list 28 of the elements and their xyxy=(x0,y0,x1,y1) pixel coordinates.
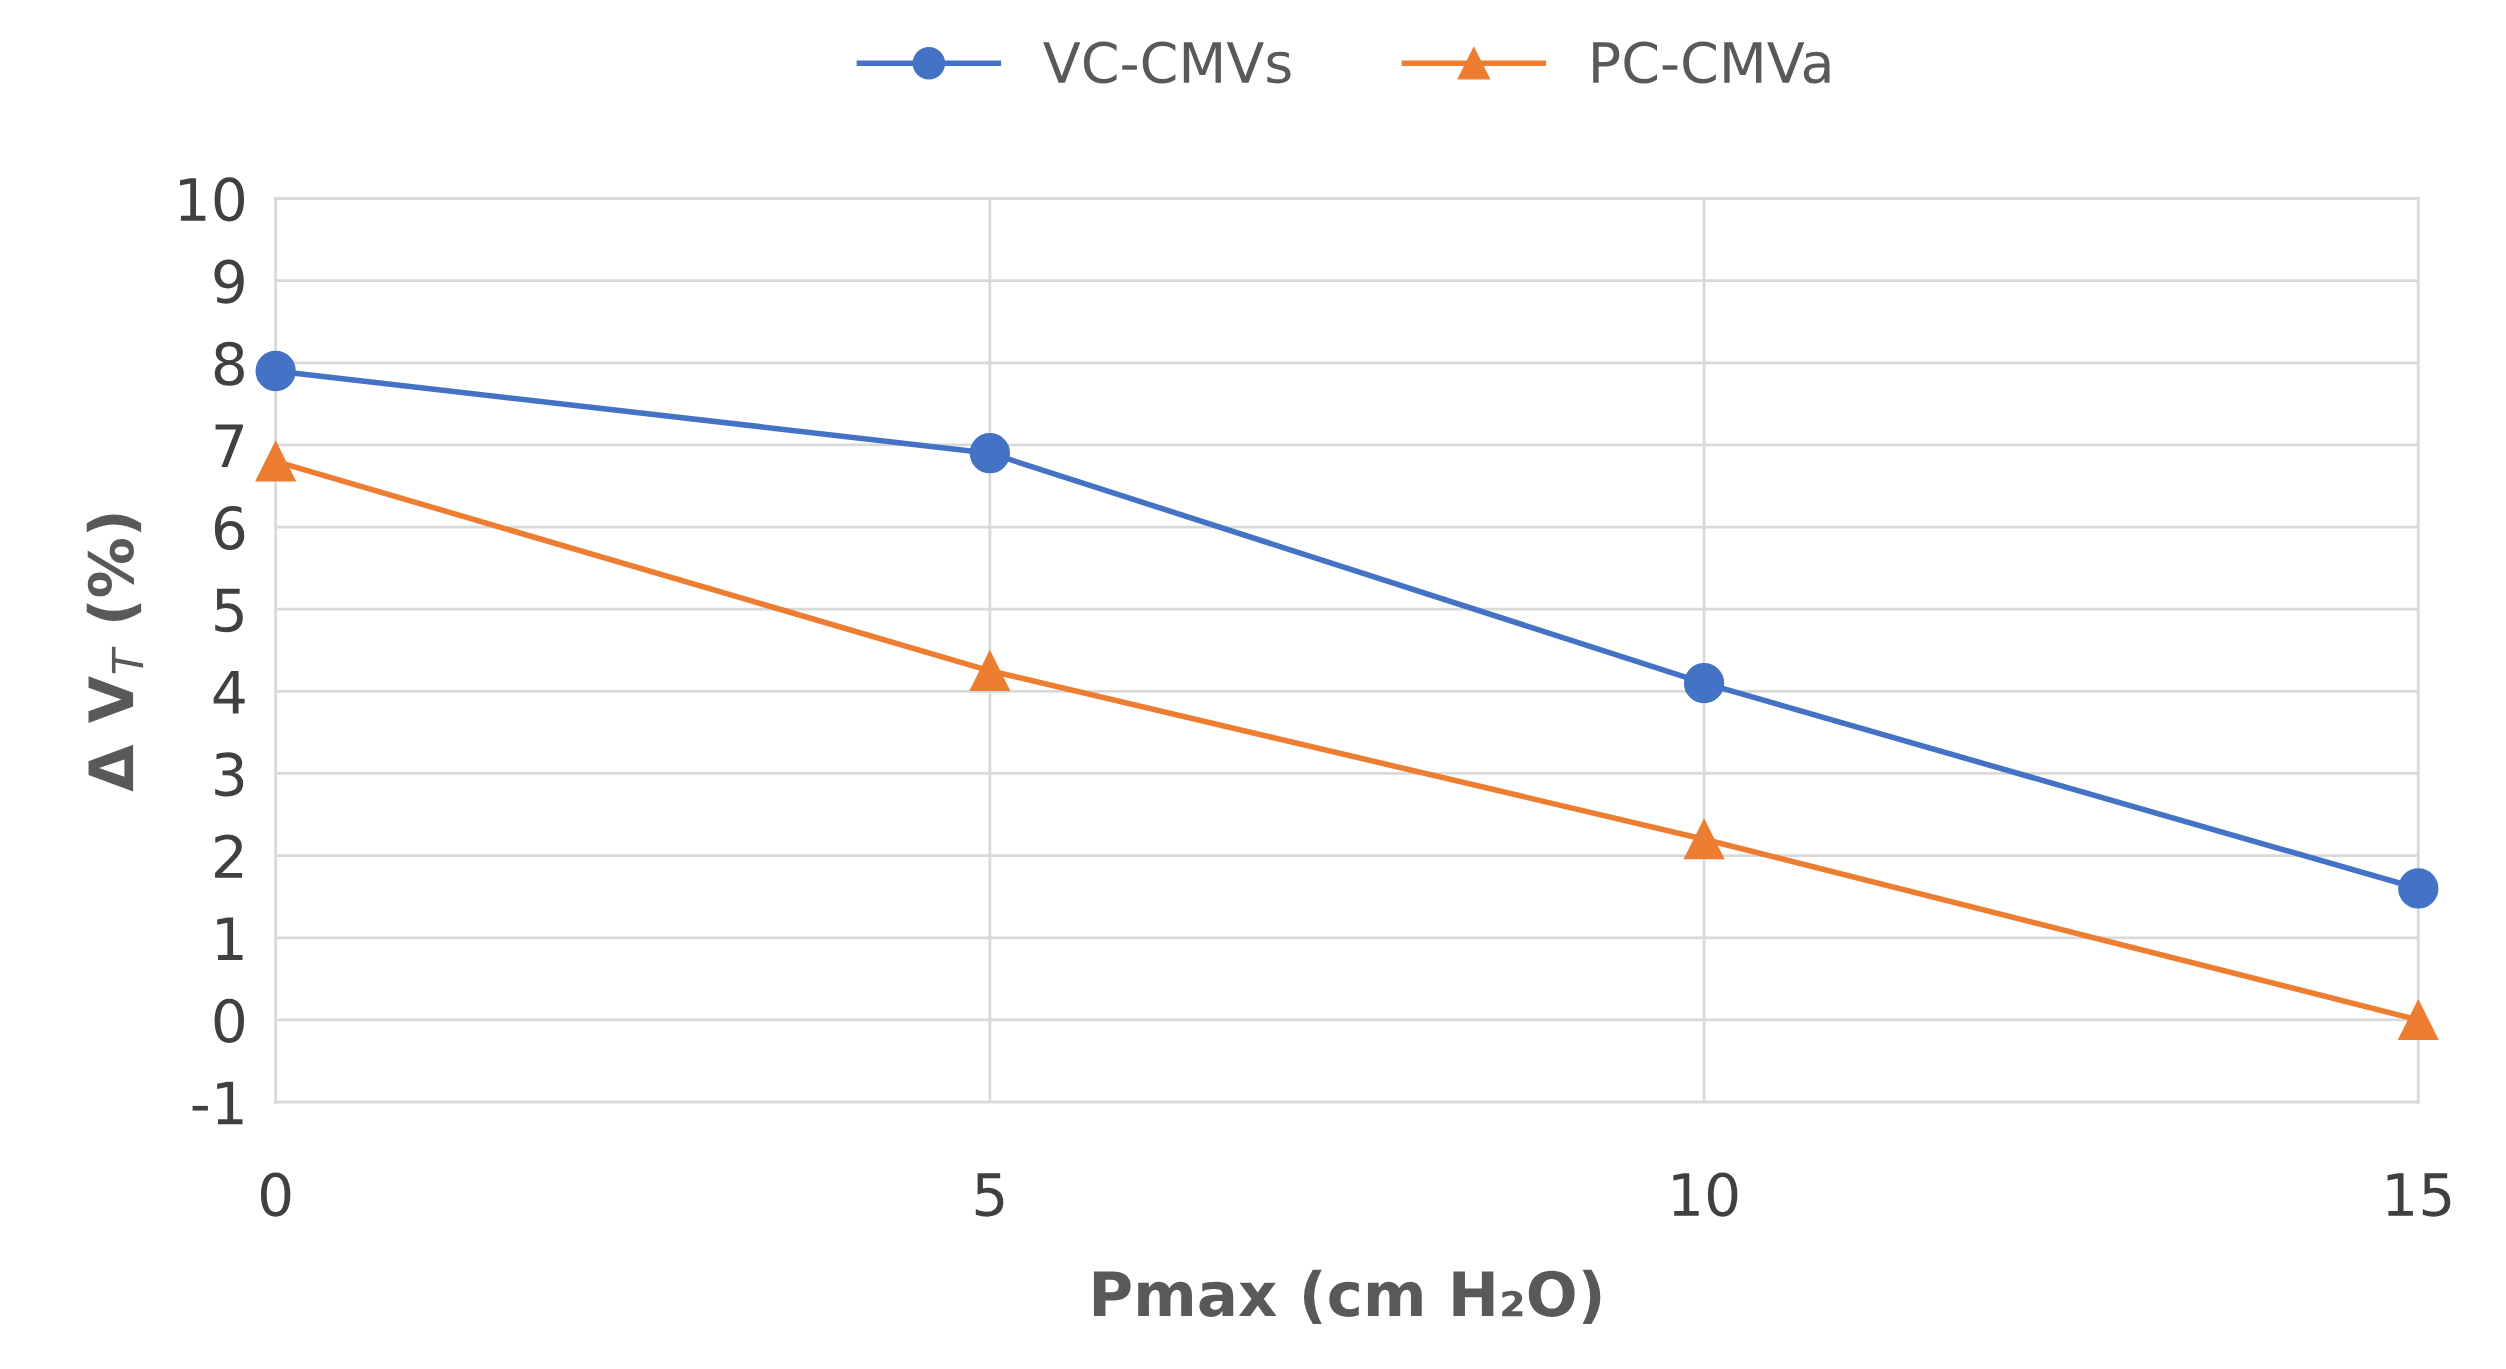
y-tick-label: 6 xyxy=(214,505,245,551)
y-tick-label: 2 xyxy=(215,834,243,878)
y-tick-label: 7 xyxy=(215,424,243,468)
point xyxy=(255,441,296,482)
y-tick-label: 0 xyxy=(214,998,245,1043)
y-tick-label: 4 xyxy=(213,670,245,714)
point xyxy=(969,650,1011,691)
y-tick-label: -1 xyxy=(192,1081,243,1125)
x-tick-label: 15 xyxy=(2387,1173,2451,1217)
y-tick-label: 9 xyxy=(214,259,244,304)
point xyxy=(2398,868,2439,909)
y-tick-label: 8 xyxy=(214,341,244,386)
legend-label: VC-CMVs xyxy=(1043,41,1291,84)
x-tick-label: 10 xyxy=(1673,1172,1738,1217)
y-tick-label: 10 xyxy=(180,177,245,222)
legend-label: PC-CMVa xyxy=(1593,41,1830,84)
point xyxy=(2398,999,2439,1041)
x-axis-title: Pmax (cm H₂O) xyxy=(1093,1269,1601,1325)
point xyxy=(1683,819,1725,860)
point xyxy=(255,350,296,392)
x-tick-label: 5 xyxy=(975,1173,1004,1217)
y-axis-title: Δ V$_{T}$ (%) xyxy=(86,514,144,792)
y-tick-label: 3 xyxy=(215,752,244,797)
x-tick-label: 0 xyxy=(260,1172,291,1217)
y-tick-label: 5 xyxy=(215,588,243,633)
point xyxy=(969,432,1011,474)
y-tick-label: 1 xyxy=(217,917,243,960)
point xyxy=(1683,662,1725,704)
